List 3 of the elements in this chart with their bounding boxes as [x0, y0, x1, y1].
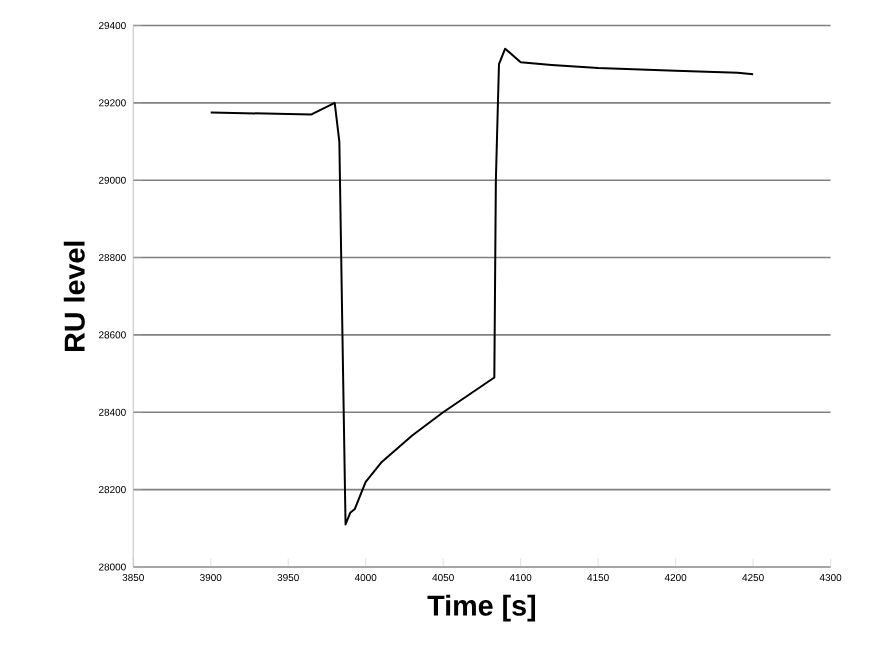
y-axis-title: RU level	[63, 241, 85, 352]
x-axis-title: Time [s]	[427, 594, 536, 622]
line-series	[209, 47, 755, 526]
